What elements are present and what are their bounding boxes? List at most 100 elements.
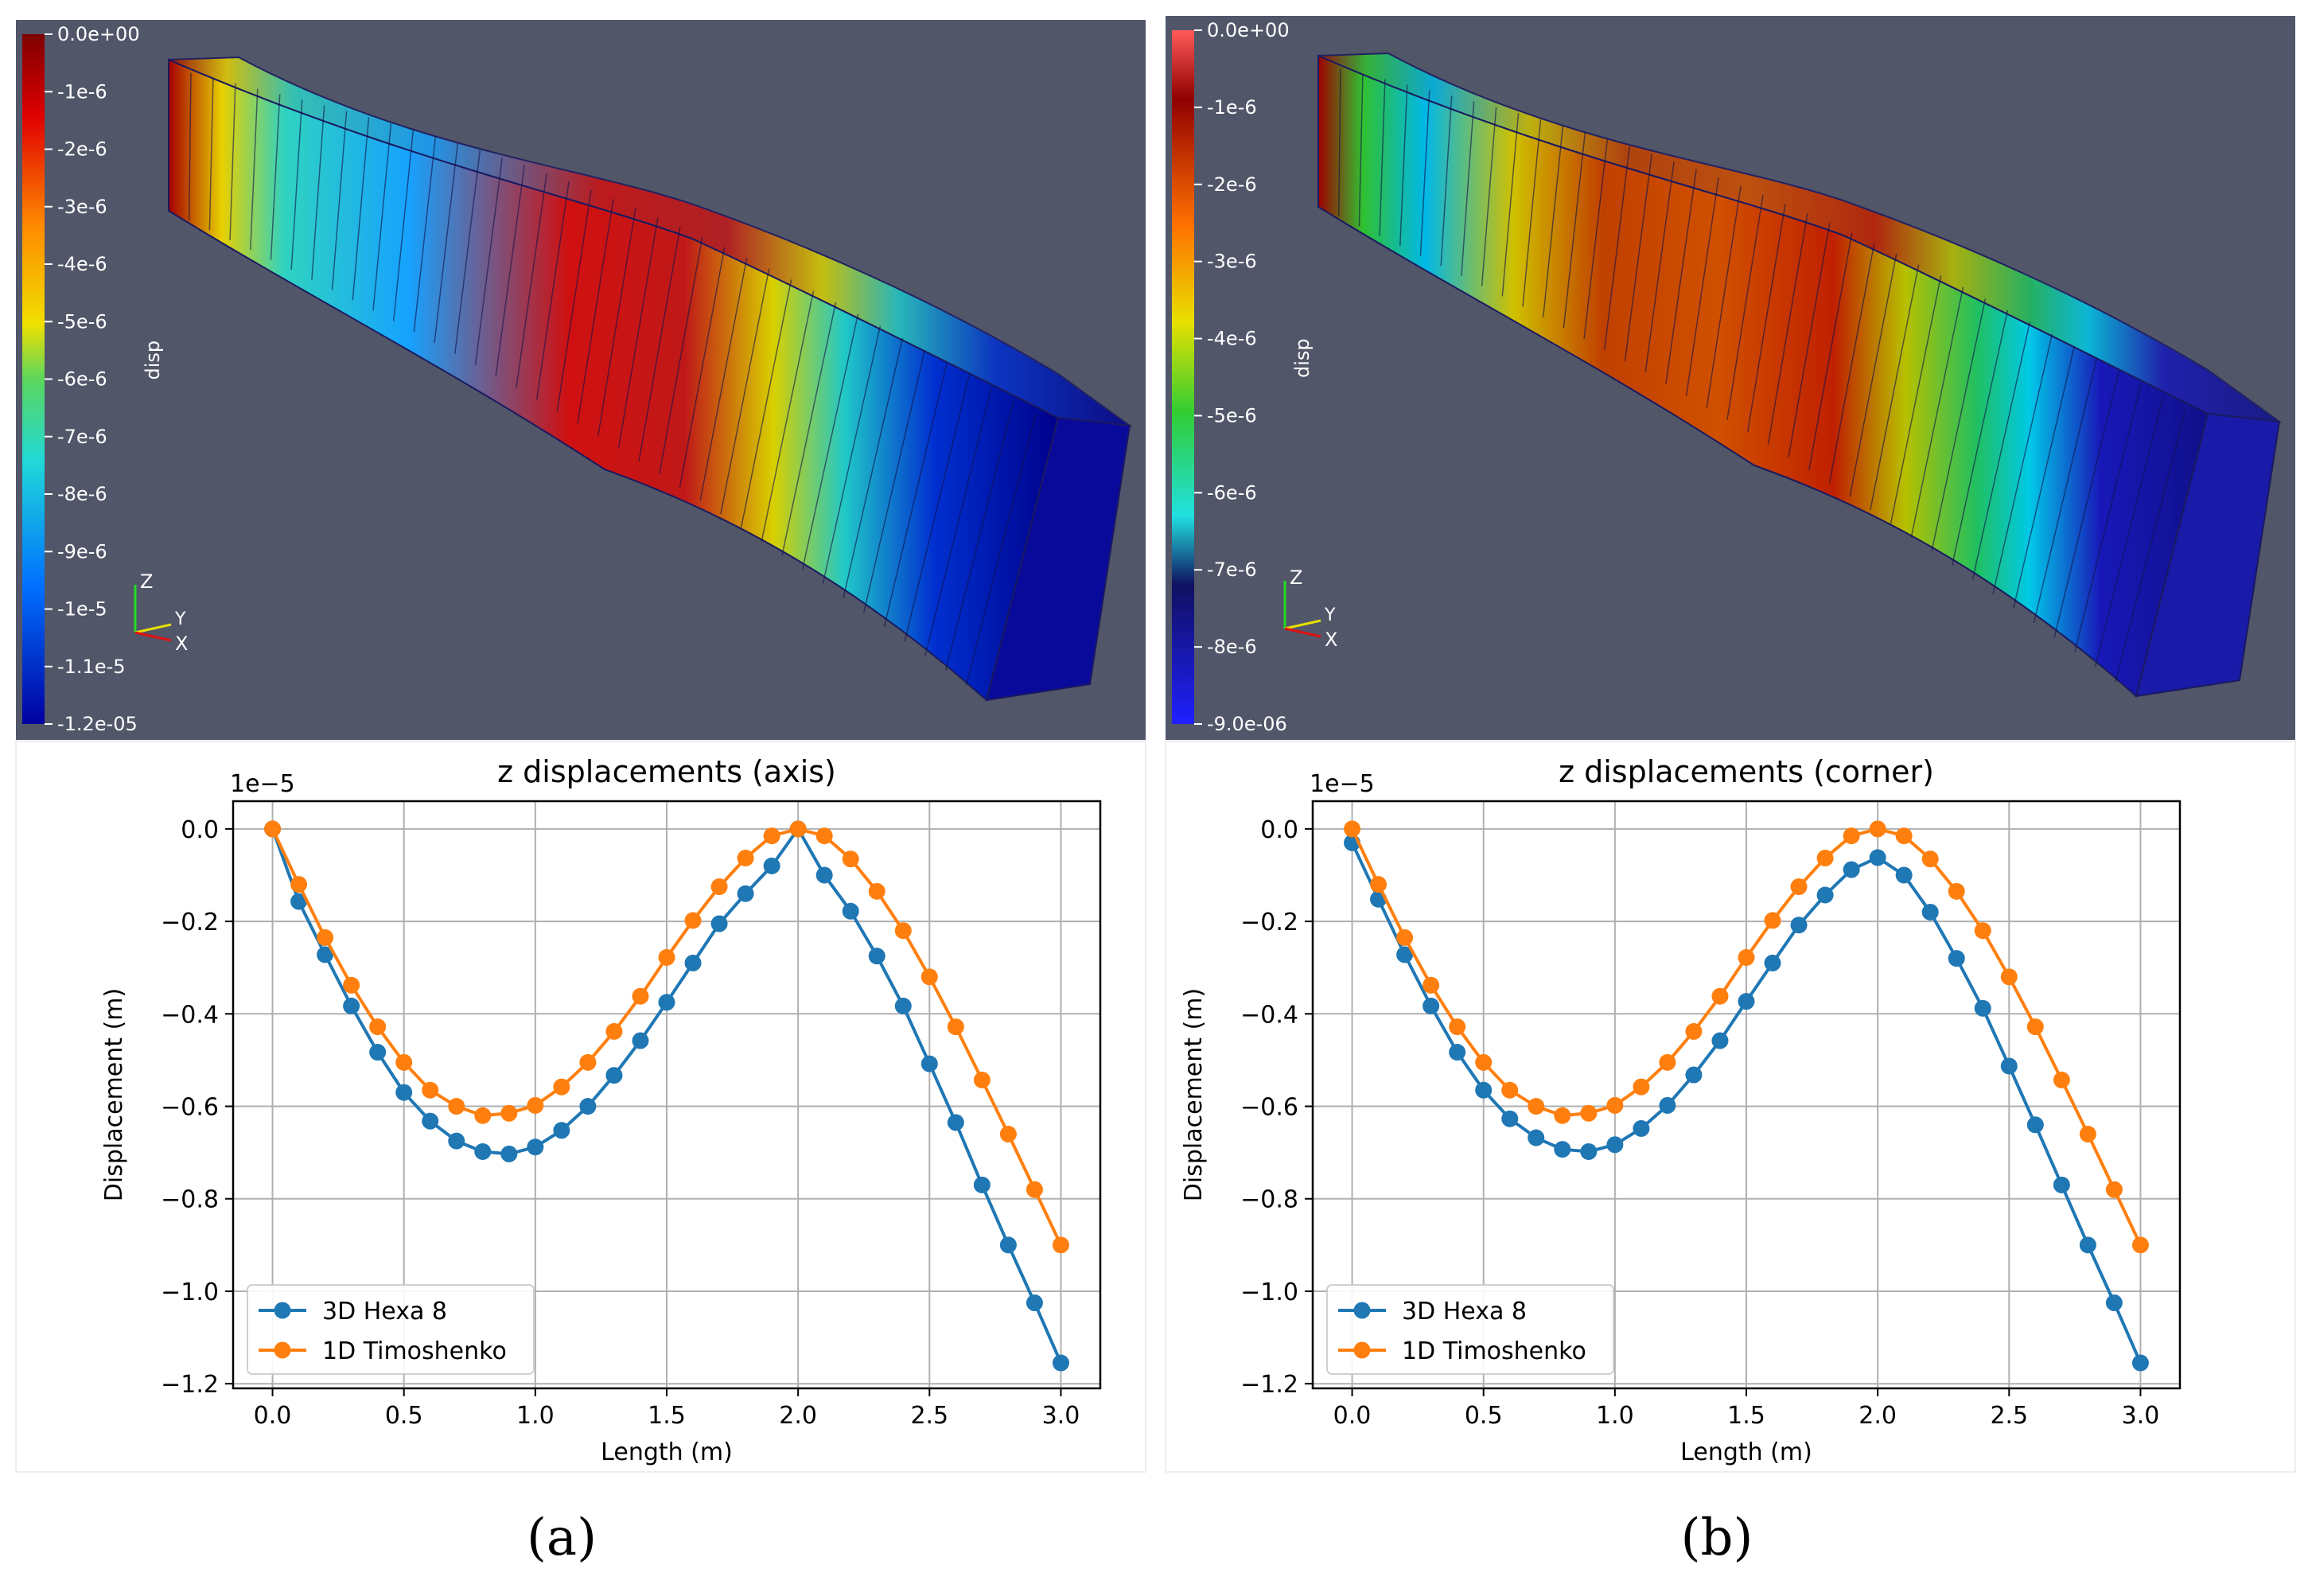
x-tick-label: 1.0	[516, 1402, 555, 1430]
triad-y-axis	[1284, 619, 1321, 630]
colorbar-tick-label: -1e-6	[1207, 96, 1257, 119]
chart-title: z displacements (corner)	[1559, 754, 1934, 789]
data-point	[894, 997, 912, 1014]
mesh-line	[1828, 243, 1875, 484]
triad-y-label: Y	[1324, 605, 1336, 625]
mesh-line	[1644, 161, 1675, 373]
x-tick-label: 0.5	[1465, 1402, 1503, 1430]
x-tick-label: 0.5	[385, 1402, 423, 1430]
triad-x-axis	[1284, 627, 1321, 638]
y-tick-label: −0.4	[161, 1001, 219, 1029]
legend-label: 1D Timoshenko	[322, 1337, 507, 1365]
colorbar-tick-label: -9.0e-06	[1207, 713, 1287, 735]
data-point	[317, 946, 334, 963]
data-point	[1606, 1136, 1624, 1154]
data-point	[999, 1125, 1017, 1143]
x-tick-label: 0.0	[254, 1402, 292, 1430]
triad-y-label: Y	[174, 609, 186, 629]
mesh-line	[1746, 204, 1786, 433]
mesh-line	[822, 325, 882, 584]
data-point	[2131, 1236, 2149, 1254]
colorbar-tick-label: -4e-6	[57, 253, 107, 275]
data-point	[422, 1112, 439, 1130]
mesh-line	[843, 337, 904, 598]
mesh-line	[1337, 68, 1341, 217]
data-point	[2079, 1125, 2096, 1143]
data-point	[2026, 1018, 2044, 1036]
mesh-line	[801, 313, 859, 570]
mesh-line	[659, 236, 703, 475]
data-point	[658, 948, 675, 966]
render-panel-b: 0.0e+00 -1e-6 -2e-6 -3e-6 -4e-6 -5e-6 -6e-6 -7e…	[1166, 16, 2295, 740]
mesh-line	[229, 83, 236, 240]
data-point	[763, 827, 780, 845]
data-point	[1449, 1018, 1466, 1036]
mesh-line	[944, 399, 1014, 671]
data-point	[1396, 928, 1414, 946]
data-point	[710, 915, 728, 932]
data-point	[1449, 1044, 1466, 1061]
mesh-line	[1379, 79, 1386, 236]
mesh-line	[352, 117, 370, 301]
colorbar-tick-label: -9e-6	[57, 540, 107, 562]
mesh-line	[392, 130, 415, 321]
colorbar-tick-label: -3e-6	[1207, 251, 1257, 273]
mesh-line	[1890, 275, 1942, 524]
mesh-line	[1685, 177, 1719, 396]
mesh-line	[1604, 146, 1631, 350]
data-point	[1764, 954, 1781, 971]
y-tick-label: −0.6	[161, 1094, 219, 1122]
chart-title: z displacements (axis)	[497, 754, 836, 789]
y-axis-label: Displacement (m)	[100, 988, 128, 1201]
data-point	[1052, 1236, 1069, 1254]
mesh-line	[1971, 321, 2031, 580]
series-1d-timoshenko	[1344, 820, 2149, 1254]
colorbar-tick-label: 0.0e+00	[1207, 19, 1290, 41]
colorbar-tick-label: -4e-6	[1207, 328, 1257, 350]
y-tick-label: −0.2	[161, 909, 219, 936]
data-point	[1921, 903, 1939, 921]
mesh-line	[434, 143, 459, 343]
colorbar-tick-label: -2e-6	[1207, 173, 1257, 196]
mesh-line	[883, 362, 948, 627]
colorbar-tick-label: -1.2e-05	[57, 713, 138, 735]
data-point	[2000, 1057, 2018, 1075]
data-point	[1606, 1096, 1624, 1114]
data-point	[527, 1096, 544, 1114]
data-point	[1501, 1110, 1519, 1127]
data-point	[1633, 1119, 1650, 1137]
chart-a-frame	[15, 741, 1146, 1473]
mesh-line	[1706, 185, 1742, 408]
beam-end-face	[985, 416, 1131, 702]
y-tick-label: 0.0	[181, 816, 219, 844]
data-point	[579, 1053, 597, 1071]
mesh-line	[1870, 264, 1920, 511]
chart-b-frame	[1165, 741, 2296, 1473]
x-tick-label: 2.0	[1858, 1402, 1897, 1430]
mesh-line	[474, 158, 503, 365]
y-tick-label: −0.4	[1240, 1001, 1298, 1029]
colorbar-tick-label: -6e-6	[1207, 481, 1257, 504]
data-point	[842, 902, 859, 920]
data-point	[1659, 1096, 1676, 1114]
data-point	[1948, 950, 1965, 967]
y-tick-label: −0.2	[1240, 909, 1298, 936]
colorbar-tick-label: -1e-5	[57, 598, 107, 621]
data-point	[1895, 827, 1913, 845]
x-tick-label: 1.0	[1596, 1402, 1634, 1430]
data-point	[868, 948, 885, 965]
data-point	[1475, 1053, 1493, 1071]
mesh-line	[516, 173, 547, 388]
data-point	[737, 885, 754, 902]
data-point	[999, 1236, 1017, 1254]
caption-b: (b)	[1680, 1508, 1753, 1567]
y-tick-label: −1.0	[161, 1279, 219, 1306]
data-point	[815, 866, 833, 884]
data-point	[2105, 1294, 2123, 1311]
mesh-line	[556, 189, 592, 412]
data-point	[1790, 878, 1808, 896]
data-point	[448, 1132, 465, 1150]
legend-swatch-marker	[274, 1341, 291, 1359]
mesh-line	[2115, 408, 2186, 682]
mesh-line	[617, 217, 659, 449]
